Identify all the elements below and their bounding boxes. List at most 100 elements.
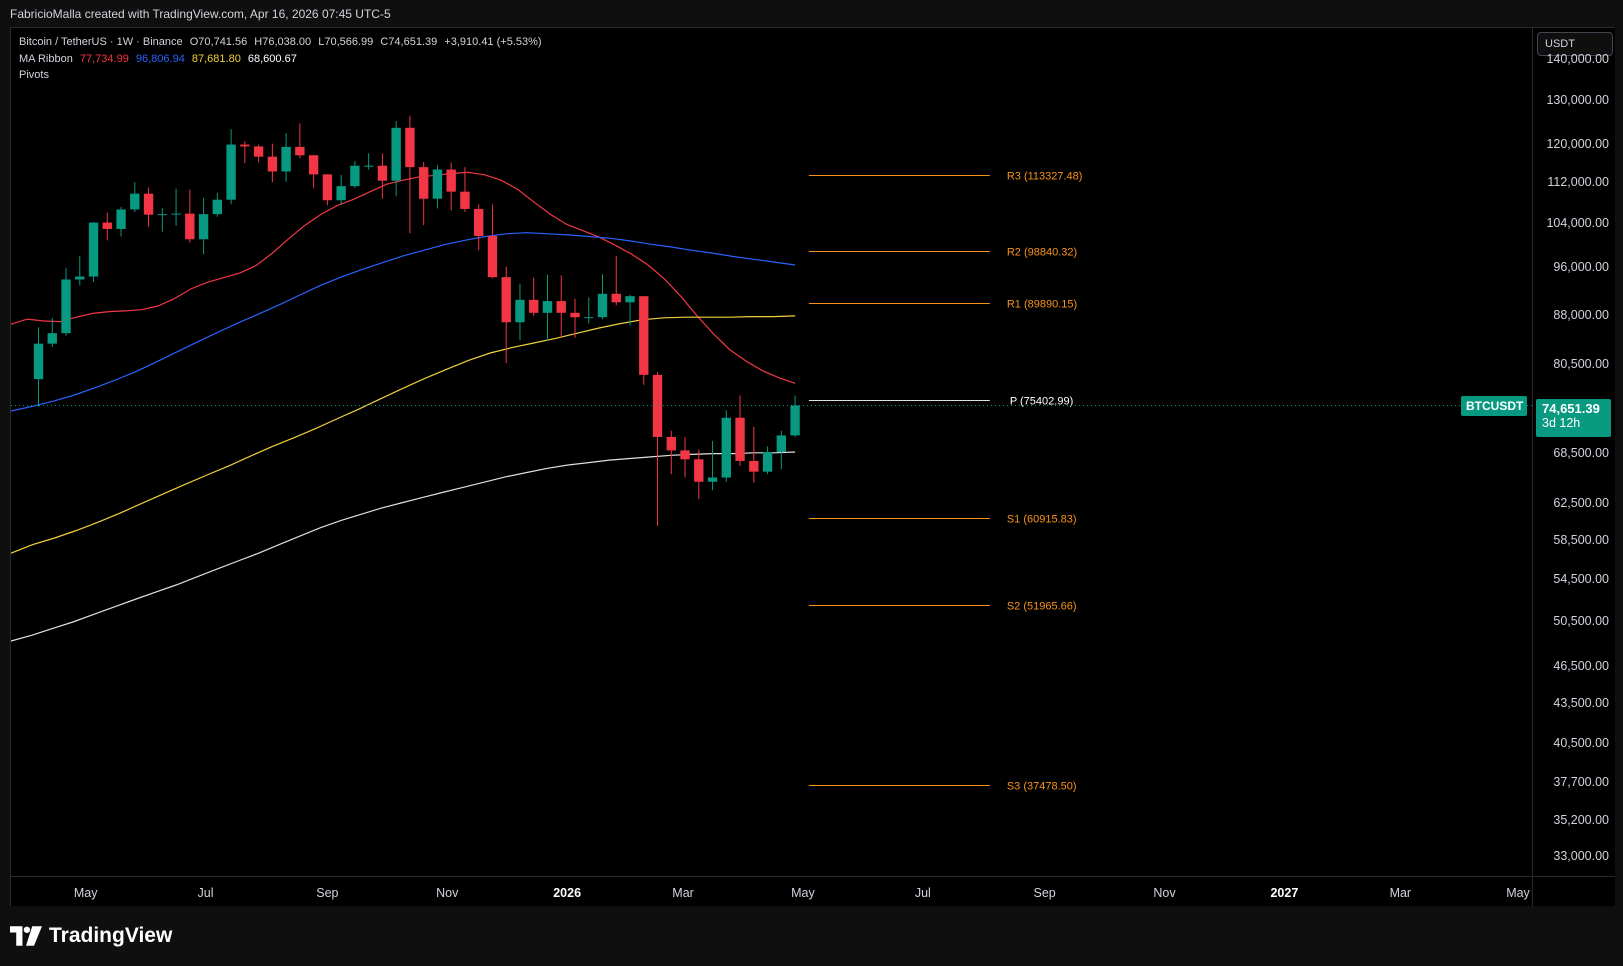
candle-body	[584, 317, 594, 319]
candle-body	[267, 156, 278, 172]
time-tick-label: 2027	[1270, 886, 1299, 900]
symbol-legend[interactable]: Bitcoin / TetherUS · 1W · Binance O70,74…	[19, 34, 546, 51]
candle-body	[666, 436, 676, 451]
time-tick-label: Sep	[1033, 886, 1056, 900]
candle-body	[157, 214, 167, 216]
candle-body	[487, 235, 498, 278]
candle-body	[639, 296, 649, 375]
price-tick-label: 54,500.00	[1553, 571, 1609, 586]
candlestick-chart[interactable]: R3 (113327.48) R2 (98840.32) R1 (89890.15)…	[10, 28, 1532, 876]
candle-body	[735, 417, 745, 461]
candle-body	[253, 146, 264, 157]
candle-body	[749, 460, 759, 472]
candle-body	[652, 374, 663, 437]
price-tick-label: 33,000.00	[1553, 848, 1609, 863]
ma-ribbon-title[interactable]: MA Ribbon	[19, 52, 73, 65]
candle-body	[295, 146, 305, 156]
candle-body	[171, 213, 181, 215]
candle-body	[432, 169, 443, 199]
close-label: C	[380, 36, 389, 48]
candle-body	[363, 165, 374, 167]
candle-body	[611, 293, 621, 303]
candle-body	[350, 165, 360, 187]
time-tick-label: Mar	[1389, 886, 1412, 900]
pivots-title[interactable]: Pivots	[19, 69, 49, 81]
open-value: 70,741.56	[198, 36, 248, 48]
ma-line-red	[10, 171, 796, 384]
price-tick-label: 80,500.00	[1553, 356, 1609, 371]
candle-body	[322, 174, 333, 201]
currency-selector[interactable]: USDT	[1537, 32, 1613, 56]
ma-line-blue	[10, 232, 796, 412]
price-tick-label: 104,000.00	[1546, 215, 1609, 230]
time-tick-label: Sep	[316, 886, 339, 900]
candle-body	[597, 293, 608, 318]
low-label: L	[318, 36, 325, 48]
price-tick-label: 130,000.00	[1546, 92, 1609, 107]
pivot-label: S1 (60915.83)	[1007, 514, 1077, 526]
price-tick-label: 40,500.00	[1553, 735, 1609, 750]
price-tick-label: 112,000.00	[1547, 174, 1609, 189]
candle-body	[776, 435, 787, 453]
attribution-bar: FabricioMalla created with TradingView.c…	[0, 0, 1623, 27]
time-tick-label: Mar	[672, 886, 694, 900]
time-tick-label: May	[1506, 886, 1530, 900]
open-label: O	[189, 36, 199, 48]
price-tick-label: 46,500.00	[1553, 659, 1609, 674]
price-pane[interactable]: R3 (113327.48) R2 (98840.32) R1 (89890.15)…	[10, 28, 1532, 899]
symbol-title[interactable]: Bitcoin / TetherUS · 1W · Binance	[19, 36, 183, 48]
ma-line-white	[10, 451, 796, 642]
pivot-label: S2 (51965.66)	[1007, 601, 1077, 613]
attribution-text: FabricioMalla created with TradingView.c…	[10, 7, 391, 21]
time-scale[interactable]: May Jul Sep Nov 2026 Mar May Jul Sep Nov 2027 Mar Ma…	[11, 876, 1532, 907]
candle-body	[625, 296, 635, 303]
candle-body	[116, 209, 126, 229]
candle-body	[405, 127, 415, 168]
candle-body	[336, 186, 346, 201]
ma-ribbon-legend[interactable]: MA Ribbon 77,734.99 96,806.94 87,681.80 …	[19, 51, 546, 68]
ma-line-yellow	[10, 315, 796, 554]
price-scale[interactable]: USDT 140,000.00 130,000.00 120,000.00 112,0…	[1532, 28, 1615, 876]
time-tick-label: May	[73, 886, 98, 900]
tradingview-logo[interactable]: TradingView	[10, 924, 172, 948]
price-tick-label: 96,000.00	[1553, 259, 1609, 274]
candle-body	[102, 222, 112, 229]
chart-frame[interactable]: R3 (113327.48) R2 (98840.32) R1 (89890.15)…	[10, 27, 1615, 907]
pivots-legend[interactable]: Pivots	[19, 67, 546, 84]
candle-body	[75, 276, 85, 280]
candle-body	[377, 165, 388, 181]
candle-body	[446, 169, 456, 192]
last-price-label: 74,651.39 3d 12h	[1536, 399, 1611, 437]
time-tick-label: Jul	[914, 886, 931, 900]
candle-body	[212, 199, 223, 215]
candle-body	[61, 279, 71, 334]
ma-value-3: 87,681.80	[191, 52, 241, 65]
pivot-label: R3 (113327.48)	[1007, 171, 1083, 183]
price-tick-label: 50,500.00	[1553, 613, 1609, 628]
candle-body	[226, 144, 236, 200]
candle-body	[515, 299, 525, 323]
pivot-label: R1 (89890.15)	[1007, 299, 1077, 311]
price-tick-label: 68,500.00	[1553, 445, 1609, 460]
ma-value-4: 68,600.67	[247, 52, 297, 65]
ma-value-1: 77,734.99	[79, 52, 129, 65]
time-tick-label: Nov	[1153, 886, 1176, 900]
time-tick-label: 2026	[553, 886, 582, 900]
price-tick-label: 35,200.00	[1553, 812, 1609, 827]
symbol-price-badge: BTCUSDT	[1461, 396, 1527, 416]
price-tick-label: 140,000.00	[1546, 51, 1609, 66]
candle-body	[501, 277, 511, 323]
candle-body	[790, 405, 800, 436]
candle-body	[88, 222, 99, 277]
scale-corner[interactable]	[1532, 876, 1615, 907]
candle-body	[474, 208, 484, 236]
close-value: 74,651.39	[388, 36, 438, 48]
low-value: 70,566.99	[324, 36, 374, 48]
candle-body	[529, 299, 539, 313]
candle-body	[308, 155, 319, 175]
candle-body	[570, 312, 580, 318]
candle-body	[680, 450, 690, 460]
pivot-label: P (75402.99)	[1010, 396, 1073, 408]
candle-body	[707, 477, 718, 482]
chart-legend: Bitcoin / TetherUS · 1W · Binance O70,74…	[19, 34, 546, 84]
